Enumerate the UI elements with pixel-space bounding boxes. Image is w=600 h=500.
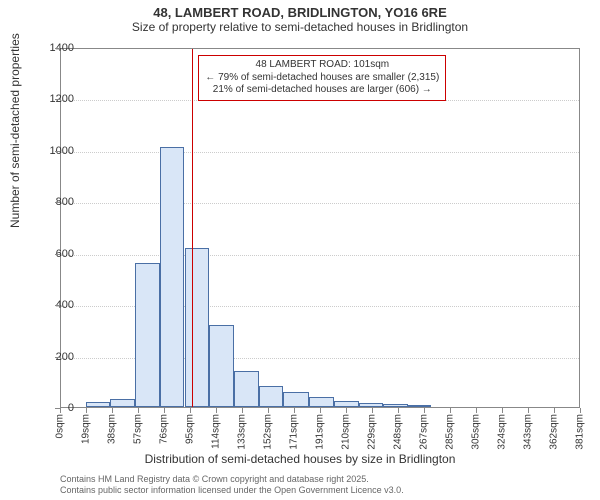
- annotation-box: 48 LAMBERT ROAD: 101sqm← 79% of semi-det…: [198, 55, 446, 101]
- histogram-bar: [383, 404, 408, 407]
- x-tick-label: 171sqm: [289, 414, 300, 450]
- annotation-line: ← 79% of semi-detached houses are smalle…: [205, 72, 439, 85]
- histogram-bar: [334, 401, 359, 407]
- x-tick: [372, 408, 373, 413]
- histogram-bar: [185, 248, 210, 407]
- gridline: [61, 255, 579, 256]
- histogram-bar: [234, 371, 259, 407]
- x-tick-label: 191sqm: [315, 414, 326, 450]
- x-tick-label: 267sqm: [419, 414, 430, 450]
- x-tick-label: 152sqm: [263, 414, 274, 450]
- gridline: [61, 152, 579, 153]
- x-tick-label: 38sqm: [107, 414, 118, 444]
- x-tick: [580, 408, 581, 413]
- x-tick-label: 324sqm: [497, 414, 508, 450]
- x-tick-label: 210sqm: [341, 414, 352, 450]
- y-tick-label: 1200: [24, 93, 74, 105]
- x-tick-label: 114sqm: [211, 414, 222, 449]
- histogram-bar: [259, 386, 284, 407]
- y-tick-label: 0: [24, 402, 74, 414]
- x-tick: [294, 408, 295, 413]
- attribution-line: Contains public sector information licen…: [60, 485, 404, 496]
- x-tick-label: 76sqm: [159, 414, 170, 444]
- histogram-bar: [283, 392, 309, 407]
- x-tick-label: 248sqm: [393, 414, 404, 450]
- x-tick: [424, 408, 425, 413]
- histogram-bar: [359, 403, 384, 407]
- x-tick-label: 95sqm: [185, 414, 196, 444]
- x-tick: [320, 408, 321, 413]
- y-tick: [55, 48, 60, 49]
- x-tick: [86, 408, 87, 413]
- x-tick-label: 381sqm: [575, 414, 586, 450]
- y-tick: [55, 305, 60, 306]
- histogram-bar: [160, 147, 185, 407]
- x-tick: [476, 408, 477, 413]
- x-tick-label: 0sqm: [55, 414, 66, 438]
- x-tick: [242, 408, 243, 413]
- x-tick: [112, 408, 113, 413]
- annotation-line: 21% of semi-detached houses are larger (…: [205, 84, 439, 97]
- y-tick: [55, 254, 60, 255]
- y-tick: [55, 151, 60, 152]
- x-tick-label: 362sqm: [549, 414, 560, 450]
- x-tick-label: 57sqm: [133, 414, 144, 444]
- y-tick: [55, 357, 60, 358]
- x-tick: [554, 408, 555, 413]
- histogram-bar: [309, 397, 334, 407]
- x-tick: [60, 408, 61, 413]
- chart-subtitle: Size of property relative to semi-detach…: [0, 20, 600, 38]
- x-tick: [164, 408, 165, 413]
- y-tick-label: 600: [24, 248, 74, 260]
- x-tick: [138, 408, 139, 413]
- y-tick-label: 800: [24, 196, 74, 208]
- x-tick: [268, 408, 269, 413]
- y-axis-label: Number of semi-detached properties: [8, 33, 22, 228]
- x-tick-label: 229sqm: [367, 414, 378, 450]
- x-tick-label: 343sqm: [523, 414, 534, 450]
- histogram-bar: [86, 402, 111, 407]
- x-tick-label: 285sqm: [445, 414, 456, 450]
- plot-wrap: 48 LAMBERT ROAD: 101sqm← 79% of semi-det…: [60, 48, 580, 408]
- x-tick: [502, 408, 503, 413]
- attribution: Contains HM Land Registry data © Crown c…: [60, 474, 404, 496]
- y-tick-label: 1000: [24, 145, 74, 157]
- plot-area: 48 LAMBERT ROAD: 101sqm← 79% of semi-det…: [60, 48, 580, 408]
- gridline: [61, 203, 579, 204]
- histogram-bar: [408, 405, 431, 407]
- x-axis-label: Distribution of semi-detached houses by …: [0, 452, 600, 466]
- x-tick-label: 133sqm: [237, 414, 248, 450]
- y-tick-label: 400: [24, 299, 74, 311]
- y-tick: [55, 202, 60, 203]
- x-tick: [216, 408, 217, 413]
- histogram-bar: [135, 263, 160, 407]
- histogram-bar: [209, 325, 234, 407]
- y-tick: [55, 99, 60, 100]
- y-tick-label: 200: [24, 351, 74, 363]
- y-tick-label: 1400: [24, 42, 74, 54]
- gridline: [61, 100, 579, 101]
- chart-container: 48, LAMBERT ROAD, BRIDLINGTON, YO16 6RE …: [0, 0, 600, 500]
- x-tick-label: 19sqm: [81, 414, 92, 444]
- x-tick: [190, 408, 191, 413]
- histogram-bar: [110, 399, 135, 407]
- x-tick: [346, 408, 347, 413]
- annotation-line: 48 LAMBERT ROAD: 101sqm: [205, 59, 439, 72]
- chart-title: 48, LAMBERT ROAD, BRIDLINGTON, YO16 6RE: [0, 0, 600, 20]
- marker-line: [192, 49, 193, 407]
- x-tick: [450, 408, 451, 413]
- x-tick: [398, 408, 399, 413]
- x-tick-label: 305sqm: [471, 414, 482, 450]
- attribution-line: Contains HM Land Registry data © Crown c…: [60, 474, 404, 485]
- x-tick: [528, 408, 529, 413]
